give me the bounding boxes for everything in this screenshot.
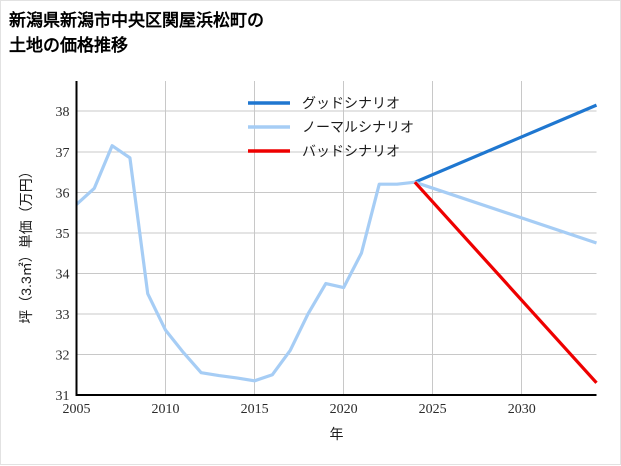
legend-label: バッドシナリオ [302,145,400,160]
series-line [413,181,598,384]
x-tick-label: 2025 [419,402,447,417]
series-lines [75,103,598,384]
x-tick-label: 2010 [152,402,180,417]
legend-label: ノーマルシナリオ [302,121,414,136]
axis-lines [75,81,597,397]
y-tick-label: 36 [56,186,70,201]
x-tick-label: 2015 [241,402,269,417]
page-title: 新潟県新潟市中央区関屋浜松町の 土地の価格推移 [9,11,264,55]
x-tick-label: 2030 [508,402,536,417]
x-gridlines [165,81,523,395]
y-tick-label: 37 [56,146,70,161]
y-tick-label: 32 [56,348,70,363]
y-tick-label: 34 [56,267,70,282]
y-tick-label: 38 [56,105,70,120]
x-tick-label: 2020 [330,402,358,417]
series-line [414,103,598,184]
y-tick-label: 33 [56,308,70,323]
x-axis-title: 年 [330,426,344,442]
x-axis-ticks: 2005 2010 2015 2020 2025 2030 [63,402,536,417]
series-line [75,144,598,383]
y-tick-label: 35 [56,227,70,242]
y-axis-title: 坪（3.3㎡）単価（万円） [18,164,34,323]
x-tick-label: 2005 [63,402,91,417]
y-tick-label: 31 [56,389,70,404]
legend-label: グッドシナリオ [302,96,400,112]
y-axis-ticks: 31 32 33 34 35 36 37 38 [56,105,70,404]
axis-titles: 年 坪（3.3㎡）単価（万円） [18,164,344,442]
